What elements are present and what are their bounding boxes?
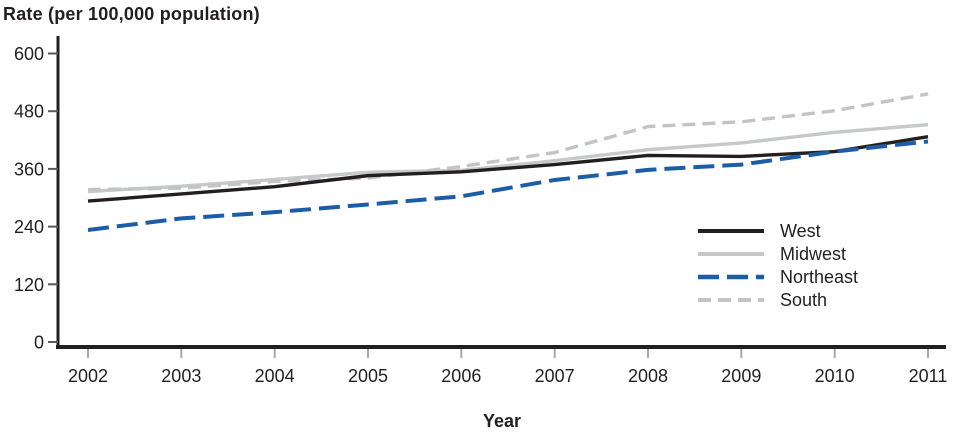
series-line-south <box>87 92 929 192</box>
x-tick-label: 2011 <box>909 366 948 386</box>
legend-item-south: South <box>698 291 858 309</box>
chart-legend: West Midwest Northeast South <box>698 222 858 309</box>
x-axis-title: Year <box>482 411 522 431</box>
x-tick-label: 2009 <box>721 366 761 386</box>
x-tick-label: 2004 <box>255 366 295 386</box>
legend-line-west <box>698 229 764 233</box>
legend-item-west: West <box>698 222 858 240</box>
series-line-northeast <box>87 139 929 232</box>
legend-label-midwest: Midwest <box>780 244 847 264</box>
legend-item-midwest: Midwest <box>698 245 858 263</box>
legend-item-northeast: Northeast <box>698 268 858 286</box>
y-tick-label: 120 <box>14 275 44 295</box>
legend-line-midwest <box>698 252 764 256</box>
chart-title: Rate (per 100,000 population) <box>3 4 260 24</box>
x-tick-label: 2003 <box>161 366 201 386</box>
y-tick-label: 360 <box>14 159 44 179</box>
y-tick-label: 0 <box>34 333 44 353</box>
y-tick-label: 240 <box>14 217 44 237</box>
x-tick-label: 2008 <box>628 366 668 386</box>
legend-label-south: South <box>780 290 828 310</box>
y-tick-label: 480 <box>14 102 44 122</box>
series-line-west <box>87 135 929 203</box>
legend-line-south <box>698 298 764 302</box>
y-tick-label: 600 <box>14 44 44 64</box>
series-line-midwest <box>87 122 929 194</box>
legend-label-west: West <box>780 221 821 241</box>
legend-line-northeast <box>698 274 764 280</box>
x-tick-label: 2005 <box>348 366 388 386</box>
x-tick-label: 2010 <box>815 366 855 386</box>
x-tick-label: 2007 <box>535 366 575 386</box>
x-tick-label: 2002 <box>68 366 108 386</box>
x-tick-label: 2006 <box>441 366 481 386</box>
legend-label-northeast: Northeast <box>780 267 859 287</box>
